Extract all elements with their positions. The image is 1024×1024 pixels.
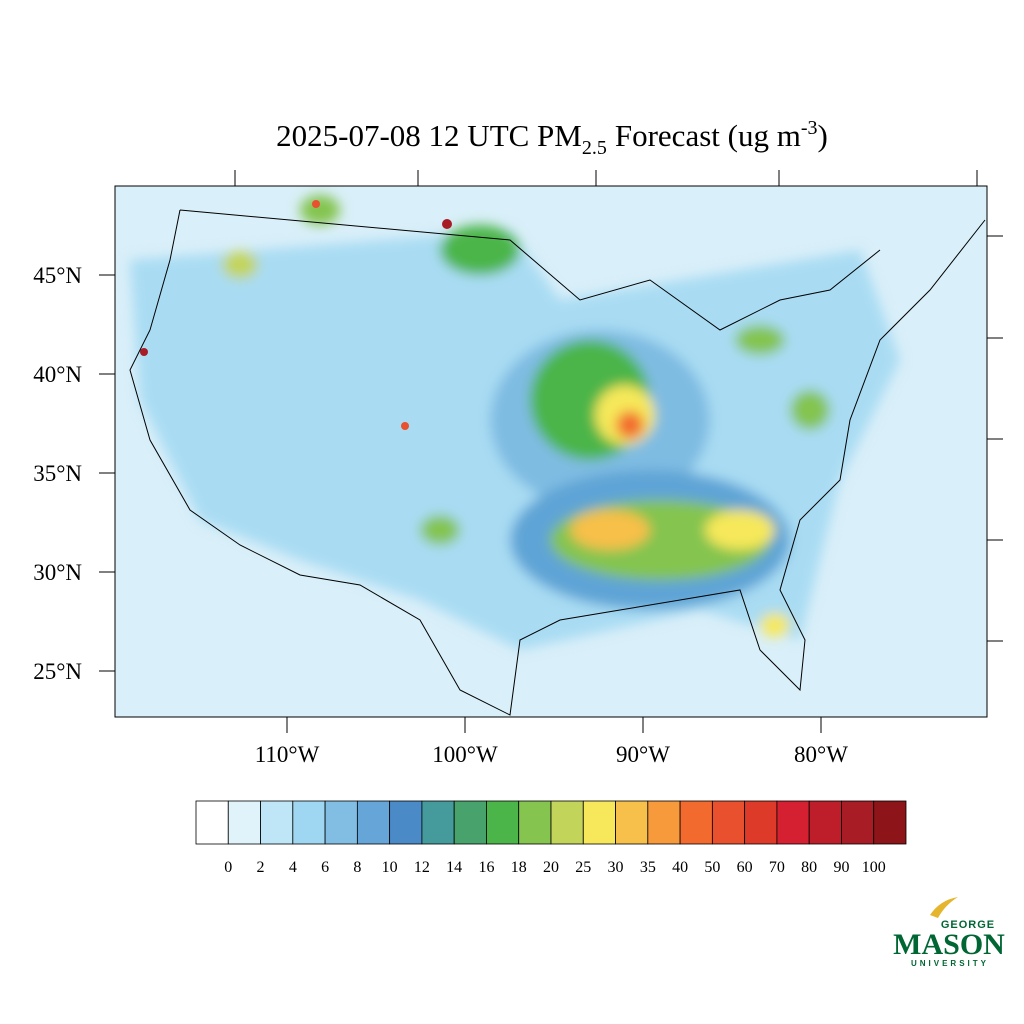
title: 2025-07-08 12 UTC PM2.5 Forecast (ug m-3) xyxy=(276,117,828,159)
colorbar-box xyxy=(550,800,584,845)
colorbar-label: 20 xyxy=(543,859,559,876)
colorbar-label: 90 xyxy=(833,859,849,876)
colorbar-box xyxy=(421,800,455,845)
colorbar-label: 70 xyxy=(769,859,785,876)
colorbar-label: 16 xyxy=(478,859,494,876)
lon-label: 110°W xyxy=(255,742,320,767)
colorbar-box xyxy=(389,800,423,845)
colorbar-box xyxy=(518,800,552,845)
title-prefix: 2025-07-08 12 UTC PM xyxy=(276,118,582,153)
title-middle: Forecast (ug m xyxy=(615,118,801,153)
colorbar-label: 4 xyxy=(289,859,297,876)
colorbar-label: 60 xyxy=(737,859,753,876)
logo: GEORGE MASON UNIVERSITY xyxy=(893,897,1005,968)
colorbar-label: 8 xyxy=(353,859,361,876)
colorbar-box xyxy=(453,800,487,845)
colorbar-box xyxy=(744,800,778,845)
colorbar-label: 12 xyxy=(414,859,430,876)
colorbar-label: 25 xyxy=(575,859,591,876)
colorbar-box xyxy=(227,800,261,845)
lat-label: 30°N xyxy=(33,560,82,585)
title-superscript: -3 xyxy=(801,117,818,139)
colorbar-label: 30 xyxy=(608,859,624,876)
colorbar-box xyxy=(582,800,616,845)
frame-ticks xyxy=(234,170,1003,642)
title-subscript: 2.5 xyxy=(582,137,607,159)
colorbar-box xyxy=(324,800,358,845)
colorbar-label: 2 xyxy=(257,859,265,876)
lat-label: 40°N xyxy=(33,362,82,387)
colorbar-label: 6 xyxy=(321,859,329,876)
logo-name: MASON xyxy=(893,928,1005,961)
lon-label: 80°W xyxy=(794,742,848,767)
colorbar-label: 80 xyxy=(801,859,817,876)
colorbar-box xyxy=(486,800,520,845)
lat-label: 35°N xyxy=(33,461,82,486)
colorbar-box xyxy=(808,800,842,845)
map xyxy=(115,186,987,717)
colorbar-label: 40 xyxy=(672,859,688,876)
colorbar-box xyxy=(195,800,229,845)
map-frame xyxy=(114,185,988,718)
colorbar-box xyxy=(260,800,294,845)
colorbar-label: 100 xyxy=(862,859,886,876)
colorbar-box xyxy=(711,800,746,845)
colorbar-label: 18 xyxy=(511,859,527,876)
colorbar-box xyxy=(679,800,713,845)
logo-bottom: UNIVERSITY xyxy=(911,959,989,968)
colorbar-box xyxy=(615,800,649,845)
colorbar-box xyxy=(356,800,391,845)
colorbar-label: 0 xyxy=(224,859,232,876)
lon-label: 90°W xyxy=(616,742,670,767)
colorbar-label: 35 xyxy=(640,859,656,876)
colorbar-box xyxy=(776,800,810,845)
colorbar-label: 14 xyxy=(446,859,462,876)
colorbar-box xyxy=(841,800,875,845)
lat-label: 25°N xyxy=(33,659,82,684)
title-suffix: ) xyxy=(818,118,828,153)
colorbar-label: 10 xyxy=(382,859,398,876)
colorbar-box xyxy=(647,800,681,845)
colorbar-box xyxy=(873,800,907,845)
logo-top: GEORGE xyxy=(941,919,995,931)
colorbar-box xyxy=(292,800,326,845)
colorbar-label: 50 xyxy=(704,859,720,876)
lon-label: 100°W xyxy=(432,742,498,767)
lat-label: 45°N xyxy=(33,263,82,288)
